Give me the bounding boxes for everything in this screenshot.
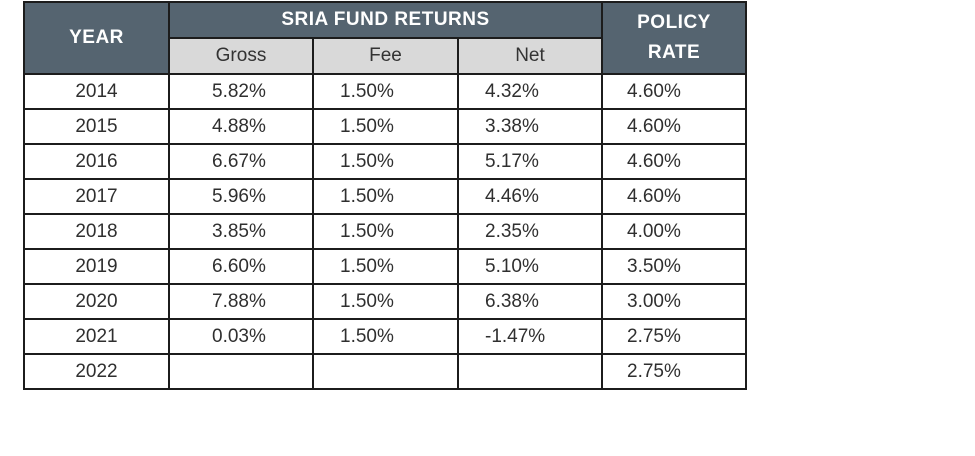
gross-cell: 0.03% (168, 318, 314, 355)
net-cell: -1.47% (457, 318, 603, 355)
year-cell: 2022 (23, 353, 170, 390)
fee-cell: 1.50% (312, 283, 459, 320)
policy-rate-cell: 4.60% (601, 73, 747, 110)
table-body: 2014 5.82% 1.50% 4.32% 4.60% 2015 4.88% 1.50% 3.… (23, 73, 747, 390)
net-cell: 2.35% (457, 213, 603, 250)
policy-rate-header-line1: POLICY (637, 12, 711, 33)
table-row: 2019 6.60% 1.50% 5.10% 3.50% (23, 248, 747, 285)
table-row: 2015 4.88% 1.50% 3.38% 4.60% (23, 108, 747, 145)
year-cell: 2019 (23, 248, 170, 285)
fee-cell (312, 353, 459, 390)
fee-cell: 1.50% (312, 213, 459, 250)
gross-cell: 6.67% (168, 143, 314, 180)
table-row: 2016 6.67% 1.50% 5.17% 4.60% (23, 143, 747, 180)
policy-rate-cell: 4.60% (601, 178, 747, 215)
year-cell: 2020 (23, 283, 170, 320)
table-row: 2022 2.75% (23, 353, 747, 390)
year-cell: 2017 (23, 178, 170, 215)
policy-rate-header-line2: RATE (647, 42, 701, 63)
fee-cell: 1.50% (312, 248, 459, 285)
net-cell: 3.38% (457, 108, 603, 145)
policy-rate-cell: 4.00% (601, 213, 747, 250)
net-column-header: Net (457, 37, 603, 75)
table-row: 2018 3.85% 1.50% 2.35% 4.00% (23, 213, 747, 250)
gross-cell: 5.82% (168, 73, 314, 110)
gross-column-header: Gross (168, 37, 314, 75)
year-cell: 2014 (23, 73, 170, 110)
year-column-header: YEAR (23, 1, 170, 75)
net-cell (457, 353, 603, 390)
net-cell: 6.38% (457, 283, 603, 320)
table-row: 2021 0.03% 1.50% -1.47% 2.75% (23, 318, 747, 355)
fee-cell: 1.50% (312, 143, 459, 180)
gross-cell: 5.96% (168, 178, 314, 215)
fee-cell: 1.50% (312, 178, 459, 215)
policy-rate-cell: 3.50% (601, 248, 747, 285)
policy-rate-cell: 4.60% (601, 108, 747, 145)
year-cell: 2021 (23, 318, 170, 355)
year-cell: 2016 (23, 143, 170, 180)
fund-returns-table: YEAR SRIA FUND RETURNS POLICY RATE Gross… (23, 1, 747, 390)
fund-returns-header: SRIA FUND RETURNS (168, 1, 603, 39)
gross-cell: 7.88% (168, 283, 314, 320)
table-row: 2014 5.82% 1.50% 4.32% 4.60% (23, 73, 747, 110)
net-cell: 5.10% (457, 248, 603, 285)
fee-column-header: Fee (312, 37, 459, 75)
gross-cell (168, 353, 314, 390)
year-cell: 2018 (23, 213, 170, 250)
policy-rate-cell: 2.75% (601, 353, 747, 390)
policy-rate-cell: 4.60% (601, 143, 747, 180)
gross-cell: 6.60% (168, 248, 314, 285)
fee-cell: 1.50% (312, 108, 459, 145)
policy-rate-cell: 3.00% (601, 283, 747, 320)
net-cell: 4.32% (457, 73, 603, 110)
gross-cell: 4.88% (168, 108, 314, 145)
net-cell: 5.17% (457, 143, 603, 180)
year-cell: 2015 (23, 108, 170, 145)
policy-rate-cell: 2.75% (601, 318, 747, 355)
policy-rate-column-header: POLICY RATE (601, 1, 747, 75)
table-row: 2020 7.88% 1.50% 6.38% 3.00% (23, 283, 747, 320)
fee-cell: 1.50% (312, 318, 459, 355)
net-cell: 4.46% (457, 178, 603, 215)
fee-cell: 1.50% (312, 73, 459, 110)
gross-cell: 3.85% (168, 213, 314, 250)
table-row: 2017 5.96% 1.50% 4.46% 4.60% (23, 178, 747, 215)
